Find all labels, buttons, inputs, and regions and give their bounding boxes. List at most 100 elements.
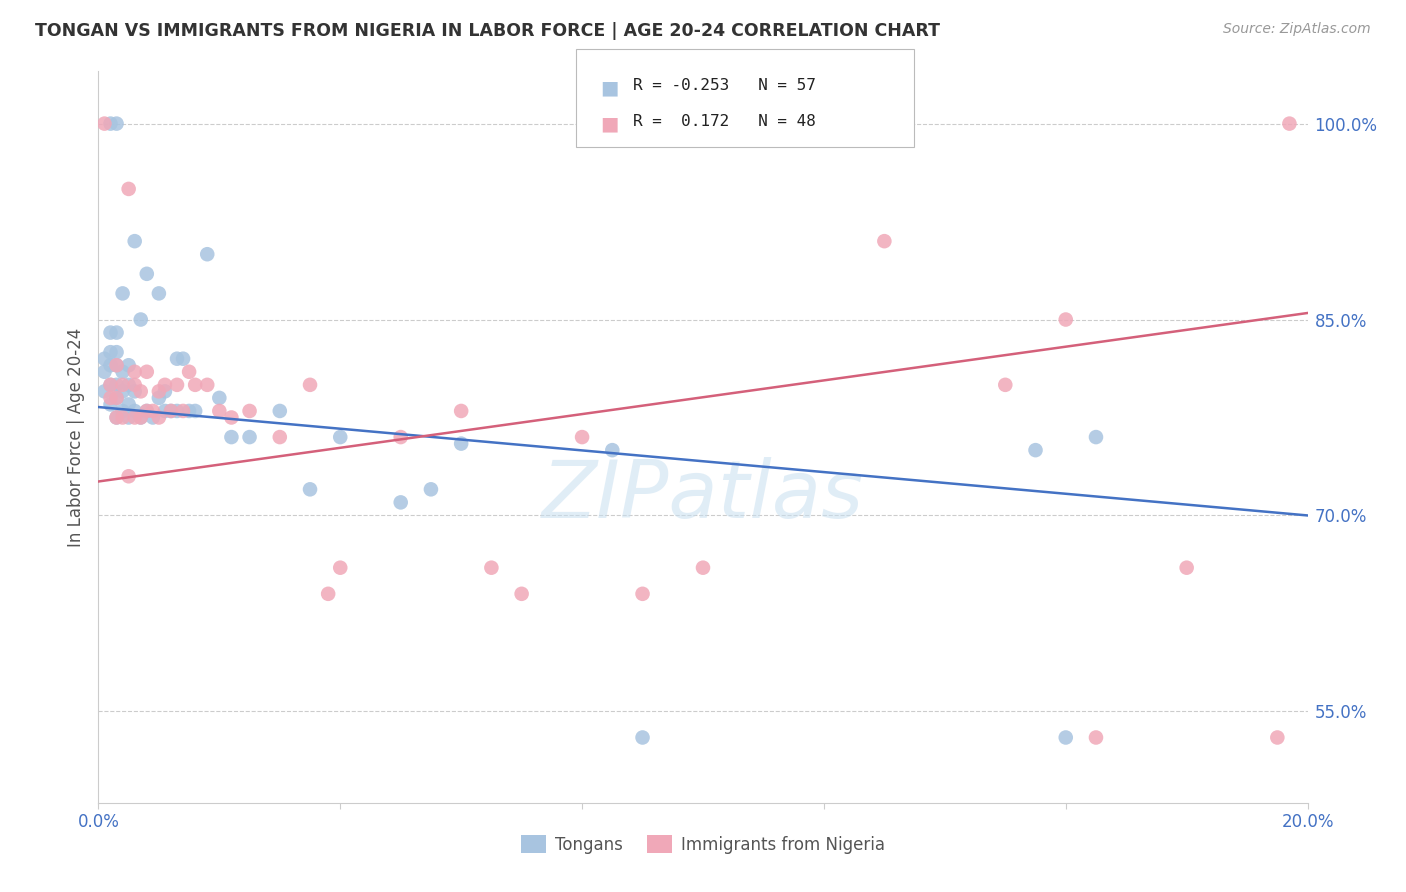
Point — [269, 430, 291, 444]
Text: R =  0.172   N = 48: R = 0.172 N = 48 — [633, 114, 815, 129]
Point — [124, 234, 146, 248]
Point — [118, 358, 141, 372]
Point — [450, 404, 472, 418]
Point — [873, 234, 896, 248]
Text: ZIPatlas: ZIPatlas — [541, 457, 865, 534]
Point — [166, 351, 188, 366]
Point — [100, 358, 122, 372]
Point — [124, 384, 146, 399]
Point — [208, 391, 231, 405]
Point — [105, 410, 128, 425]
Point — [105, 358, 128, 372]
Point — [111, 286, 134, 301]
Point — [179, 365, 201, 379]
Text: Source: ZipAtlas.com: Source: ZipAtlas.com — [1223, 22, 1371, 37]
Point — [124, 410, 146, 425]
Point — [481, 560, 503, 574]
Point — [172, 404, 194, 418]
Point — [93, 117, 115, 131]
Point — [100, 377, 122, 392]
Point — [118, 469, 141, 483]
Point — [100, 377, 122, 392]
Text: ■: ■ — [600, 78, 619, 97]
Point — [153, 377, 176, 392]
Point — [239, 404, 262, 418]
Point — [111, 365, 134, 379]
Point — [135, 404, 157, 418]
Point — [135, 404, 157, 418]
Text: ■: ■ — [600, 114, 619, 133]
Point — [105, 377, 128, 392]
Point — [142, 404, 165, 418]
Point — [329, 560, 352, 574]
Point — [129, 410, 152, 425]
Point — [153, 384, 176, 399]
Point — [208, 404, 231, 418]
Point — [111, 410, 134, 425]
Point — [239, 430, 262, 444]
Point — [124, 404, 146, 418]
Point — [692, 560, 714, 574]
Point — [994, 377, 1017, 392]
Point — [93, 384, 115, 399]
Point — [1024, 443, 1046, 458]
Point — [100, 345, 122, 359]
Y-axis label: In Labor Force | Age 20-24: In Labor Force | Age 20-24 — [66, 327, 84, 547]
Point — [299, 377, 322, 392]
Point — [602, 443, 624, 458]
Point — [221, 430, 243, 444]
Point — [105, 391, 128, 405]
Point — [1054, 731, 1077, 745]
Point — [93, 365, 115, 379]
Point — [100, 326, 122, 340]
Point — [510, 587, 533, 601]
Point — [148, 286, 170, 301]
Point — [160, 404, 183, 418]
Point — [105, 391, 128, 405]
Point — [1175, 560, 1198, 574]
Point — [105, 410, 128, 425]
Point — [105, 326, 128, 340]
Point — [111, 377, 134, 392]
Point — [631, 587, 654, 601]
Point — [111, 384, 134, 399]
Point — [118, 410, 141, 425]
Point — [100, 397, 122, 411]
Point — [118, 397, 141, 411]
Point — [389, 430, 412, 444]
Point — [148, 384, 170, 399]
Point — [105, 345, 128, 359]
Point — [148, 410, 170, 425]
Point — [1054, 312, 1077, 326]
Point — [129, 312, 152, 326]
Point — [195, 377, 218, 392]
Point — [129, 410, 152, 425]
Point — [153, 404, 176, 418]
Legend: Tongans, Immigrants from Nigeria: Tongans, Immigrants from Nigeria — [515, 829, 891, 860]
Point — [135, 267, 157, 281]
Point — [100, 391, 122, 405]
Point — [105, 117, 128, 131]
Point — [316, 587, 339, 601]
Point — [571, 430, 593, 444]
Point — [105, 358, 128, 372]
Point — [184, 377, 207, 392]
Text: TONGAN VS IMMIGRANTS FROM NIGERIA IN LABOR FORCE | AGE 20-24 CORRELATION CHART: TONGAN VS IMMIGRANTS FROM NIGERIA IN LAB… — [35, 22, 941, 40]
Point — [118, 182, 141, 196]
Point — [195, 247, 218, 261]
Point — [129, 384, 152, 399]
Point — [118, 377, 141, 392]
Point — [1085, 731, 1108, 745]
Point — [124, 377, 146, 392]
Point — [166, 377, 188, 392]
Point — [329, 430, 352, 444]
Point — [420, 483, 443, 497]
Point — [269, 404, 291, 418]
Point — [148, 391, 170, 405]
Point — [1085, 430, 1108, 444]
Point — [1267, 731, 1289, 745]
Point — [160, 404, 183, 418]
Point — [179, 404, 201, 418]
Point — [142, 410, 165, 425]
Point — [124, 365, 146, 379]
